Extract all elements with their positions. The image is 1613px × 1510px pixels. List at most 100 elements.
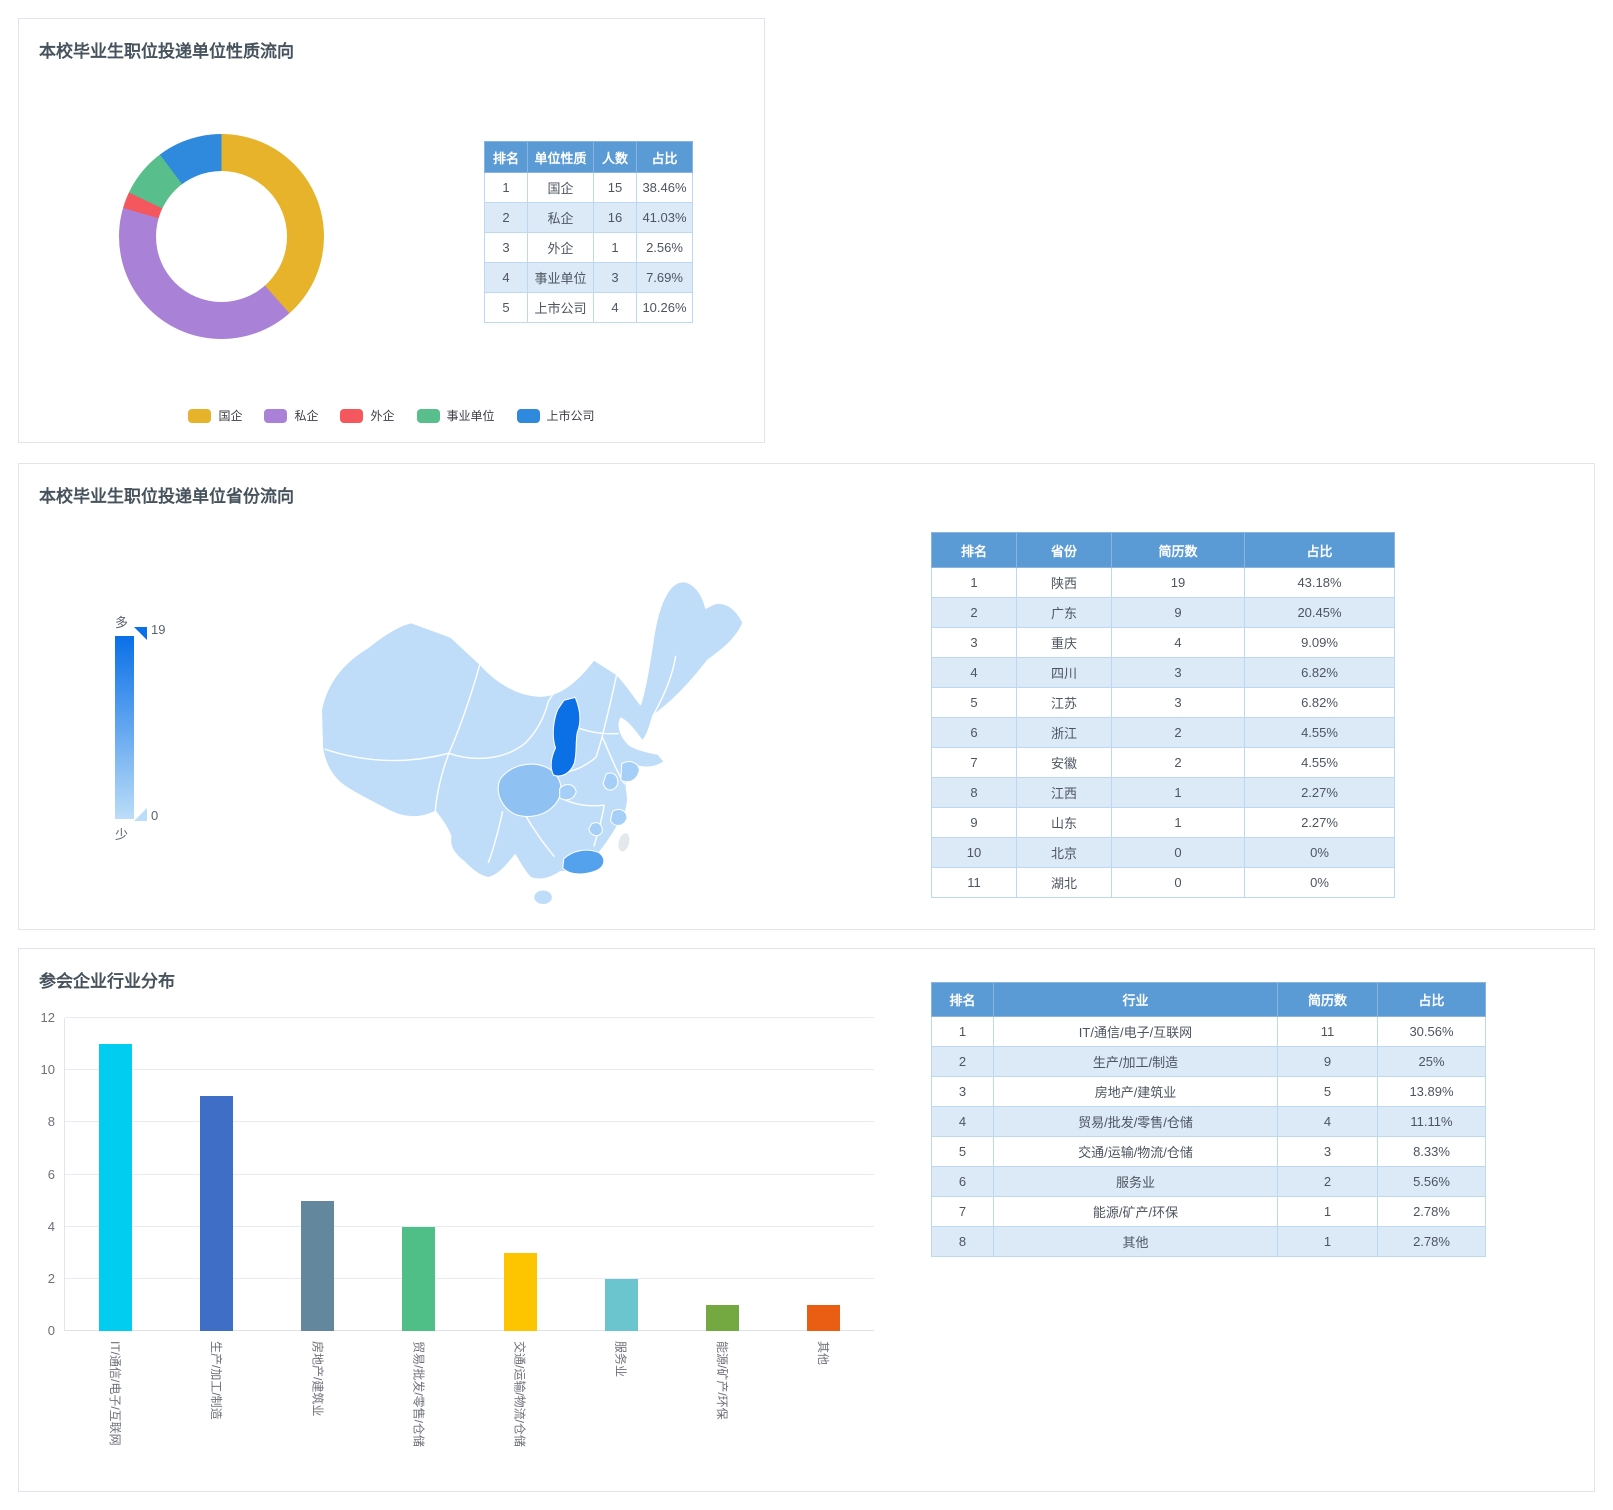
bar[interactable] xyxy=(806,1304,840,1331)
table-cell: 江西 xyxy=(1016,777,1112,808)
province-jiangsu[interactable] xyxy=(620,761,640,783)
column-header: 占比 xyxy=(1244,532,1395,568)
gridline xyxy=(65,1173,874,1175)
table-cell: 房地产/建筑业 xyxy=(993,1076,1278,1107)
table-cell: 2 xyxy=(1111,717,1245,748)
table-row: 5 江苏 3 6.82% xyxy=(931,687,1395,718)
table-body: 1 陕西 19 43.18% 2 广东 9 20.45% 3 重庆 4 9.09% 4 四川 3 6.82% 5… xyxy=(931,567,1395,898)
table-header: 排名 单位性质 人数 占比 xyxy=(484,141,693,173)
table-cell: 2 xyxy=(931,597,1017,628)
bar[interactable] xyxy=(200,1096,234,1331)
bar[interactable] xyxy=(99,1044,133,1331)
table-cell: 5 xyxy=(484,292,528,323)
table-cell: 7.69% xyxy=(636,262,693,293)
legend-item[interactable]: 外企 xyxy=(340,407,395,424)
column-header: 占比 xyxy=(636,141,693,173)
table-cell: 5 xyxy=(1277,1076,1378,1107)
visualmap-gradient-bar[interactable] xyxy=(115,636,134,819)
legend-item[interactable]: 国企 xyxy=(188,407,242,424)
province-shaanxi[interactable] xyxy=(550,696,581,777)
legend-swatch-icon xyxy=(340,408,364,423)
column-header: 行业 xyxy=(993,982,1278,1017)
table-cell: 服务业 xyxy=(993,1166,1278,1197)
table-row: 7 能源/矿产/环保 1 2.78% xyxy=(931,1196,1486,1227)
visualmap-handle-max[interactable] xyxy=(134,627,147,640)
y-axis-tick-label: 4 xyxy=(47,1218,55,1234)
table-cell: 外企 xyxy=(527,232,594,263)
pie-legend: 国企 私企 外企 事业单位 上市公司 xyxy=(19,407,764,424)
table-cell: 0% xyxy=(1244,837,1395,868)
table-cell: 3 xyxy=(484,232,528,263)
table-cell: 3 xyxy=(931,1076,994,1107)
table-cell: 广东 xyxy=(1016,597,1112,628)
gridline xyxy=(65,1069,874,1071)
table-cell: 3 xyxy=(1277,1136,1378,1167)
bar-slot: 其他 xyxy=(773,1018,874,1365)
table-cell: 3 xyxy=(931,627,1017,658)
visualmap-legend[interactable]: 多 19 0 少 xyxy=(97,612,187,842)
table-cell: 20.45% xyxy=(1244,597,1395,628)
province-base-region[interactable] xyxy=(320,581,744,880)
table-cell: 2.78% xyxy=(1377,1226,1486,1257)
table-cell: 交通/运输/物流/仓储 xyxy=(993,1136,1278,1167)
table-cell: 1 xyxy=(1111,777,1245,808)
bar[interactable] xyxy=(604,1278,638,1331)
legend-item[interactable]: 上市公司 xyxy=(516,407,595,424)
column-header: 排名 xyxy=(931,982,994,1017)
bar[interactable] xyxy=(402,1226,436,1331)
region-taiwan[interactable] xyxy=(616,832,631,853)
province-jiangxi[interactable] xyxy=(588,822,603,837)
table-cell: 11 xyxy=(1277,1016,1378,1047)
table-cell: 11 xyxy=(931,867,1017,898)
table-cell: 43.18% xyxy=(1244,567,1395,598)
china-map-svg xyxy=(320,581,744,906)
bar-chart: IT/通信/电子/互联网 生产/加工/制造 房地产/建筑业 贸易/批发/零售/仓储 交通… xyxy=(41,1010,874,1447)
table-body: 1 国企 15 38.46% 2 私企 16 41.03% 3 外企 1 2.56% 4 事业单位 3 7.6… xyxy=(484,172,693,323)
province-chongqing[interactable] xyxy=(559,784,577,801)
table-cell: 1 xyxy=(484,172,528,203)
table-cell: 8 xyxy=(931,1226,994,1257)
province-hainan[interactable] xyxy=(533,889,553,906)
column-header: 排名 xyxy=(484,141,528,173)
gridline xyxy=(65,1017,874,1018)
x-axis-tick-label: 服务业 xyxy=(613,1341,628,1378)
table-cell: 0 xyxy=(1111,867,1245,898)
legend-item[interactable]: 事业单位 xyxy=(416,407,495,424)
x-axis-tick-label: IT/通信/电子/互联网 xyxy=(108,1341,123,1446)
table-row: 11 湖北 0 0% xyxy=(931,867,1395,898)
table-cell: 2 xyxy=(484,202,528,233)
donut-chart[interactable] xyxy=(119,134,324,339)
table-cell: 上市公司 xyxy=(527,292,594,323)
visualmap-handle-min[interactable] xyxy=(134,808,147,821)
y-axis-tick-label: 10 xyxy=(40,1062,55,1078)
bar-slot: 房地产/建筑业 xyxy=(267,1018,368,1416)
column-header: 简历数 xyxy=(1111,532,1245,568)
table-cell: 19 xyxy=(1111,567,1245,598)
legend-label: 私企 xyxy=(294,409,319,423)
legend-item[interactable]: 私企 xyxy=(264,407,318,424)
bar[interactable] xyxy=(301,1200,335,1331)
table-cell: 5 xyxy=(931,1136,994,1167)
table-row: 2 私企 16 41.03% xyxy=(484,202,693,233)
province-anhui[interactable] xyxy=(602,772,619,791)
table-row: 5 上市公司 4 10.26% xyxy=(484,292,693,323)
y-axis-tick-label: 12 xyxy=(40,1010,55,1025)
bar[interactable] xyxy=(705,1304,739,1331)
bar[interactable] xyxy=(503,1252,537,1331)
table-cell: 四川 xyxy=(1016,657,1112,688)
table-cell: 0 xyxy=(1111,837,1245,868)
table-cell: 4 xyxy=(931,1106,994,1137)
x-axis-tick-label: 贸易/批发/零售/仓储 xyxy=(411,1341,426,1448)
bar-slot: 贸易/批发/零售/仓储 xyxy=(368,1018,469,1447)
panel-title: 本校毕业生职位投递单位性质流向 xyxy=(39,42,294,61)
province-zhejiang[interactable] xyxy=(609,808,628,826)
table-cell: 8.33% xyxy=(1377,1136,1486,1167)
legend-swatch-icon xyxy=(416,408,440,423)
table-row: 9 山东 1 2.27% xyxy=(931,807,1395,838)
table-cell: 13.89% xyxy=(1377,1076,1486,1107)
province-guangdong[interactable] xyxy=(562,849,605,875)
legend-label: 事业单位 xyxy=(446,409,495,423)
province-sichuan[interactable] xyxy=(497,763,562,817)
visualmap-max-value: 19 xyxy=(151,622,166,637)
table-cell: IT/通信/电子/互联网 xyxy=(993,1016,1278,1047)
